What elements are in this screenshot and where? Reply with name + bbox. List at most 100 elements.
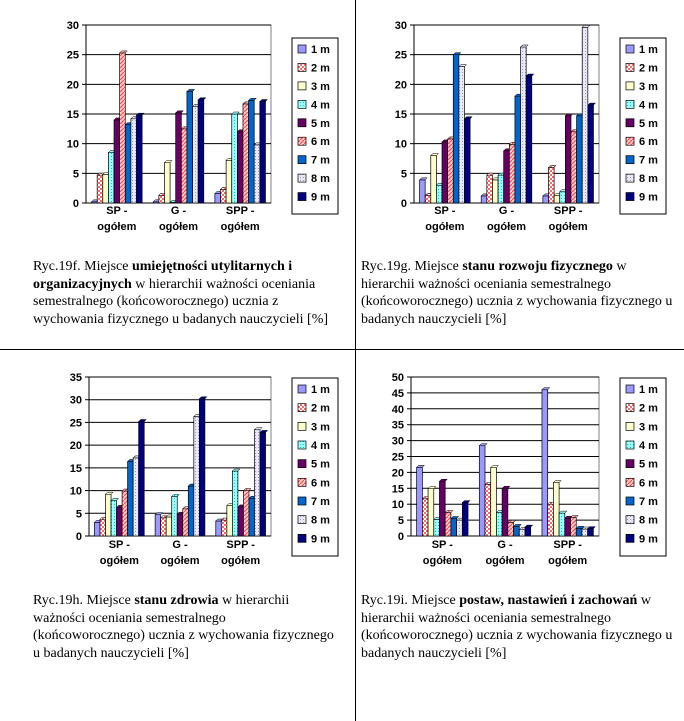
y-tick-label: 20 xyxy=(395,79,407,91)
bar-top xyxy=(259,99,269,102)
x-tick-label: ogółem xyxy=(97,221,136,233)
legend-swatch xyxy=(625,440,635,450)
bar-top xyxy=(110,498,120,501)
bar xyxy=(220,189,227,204)
legend-swatch xyxy=(625,421,635,431)
legend-swatch xyxy=(625,173,635,183)
bar xyxy=(553,194,561,204)
legend-label: 5 m xyxy=(639,118,658,130)
bar xyxy=(419,179,426,204)
y-tick-label: 0 xyxy=(76,531,82,543)
bar xyxy=(237,131,244,204)
bar xyxy=(116,507,123,537)
bar xyxy=(461,502,469,537)
y-tick-label: 25 xyxy=(395,50,407,62)
bar xyxy=(570,517,577,537)
bar-top xyxy=(452,52,462,55)
bar xyxy=(452,54,460,204)
y-tick-label: 0 xyxy=(401,198,407,210)
bar xyxy=(497,174,505,204)
y-tick-label: 10 xyxy=(70,486,82,498)
bar xyxy=(102,174,109,204)
bar xyxy=(237,506,244,537)
y-tick-label: 5 xyxy=(398,515,404,527)
bar xyxy=(478,445,486,537)
bar xyxy=(175,112,182,204)
bar xyxy=(165,516,173,537)
bar-top xyxy=(587,102,597,106)
x-tick-label: ogółem xyxy=(423,555,462,567)
bar-top xyxy=(501,486,511,489)
bar-top xyxy=(458,64,468,67)
bar-top xyxy=(138,419,147,422)
y-tick-label: 0 xyxy=(398,531,404,543)
y-tick-label: 10 xyxy=(395,139,407,151)
bar xyxy=(520,46,527,204)
bar-top xyxy=(104,491,114,495)
bar-top xyxy=(558,510,568,514)
bar-top xyxy=(478,443,488,446)
legend-swatch xyxy=(297,155,307,165)
legend-swatch xyxy=(297,459,307,469)
bar xyxy=(198,398,206,537)
bar-top xyxy=(154,512,164,515)
y-tick-label: 25 xyxy=(70,417,82,429)
bar-top xyxy=(564,113,574,117)
bar xyxy=(547,503,554,537)
x-tick-label: ogółem xyxy=(160,555,199,567)
y-tick-label: 15 xyxy=(392,483,404,495)
bar xyxy=(484,484,492,537)
y-tick-label: 15 xyxy=(67,109,79,121)
bar xyxy=(570,131,577,204)
bar xyxy=(542,195,549,204)
legend-label: 8 m xyxy=(639,173,658,185)
bar-top xyxy=(444,510,454,513)
x-tick-label: ogółem xyxy=(100,555,139,567)
bar-top xyxy=(197,97,207,101)
x-tick-label: SPP - xyxy=(226,205,255,217)
bar xyxy=(182,508,189,537)
chart-0: 0 5 10 15 20 25 30 SP - ogółem G - ogółem SPP - ogół… xyxy=(67,20,339,233)
bar xyxy=(105,493,112,537)
legend-label: 1 m xyxy=(639,44,658,56)
legend-swatch xyxy=(625,384,635,394)
caption-ryc19i: Ryc.19i. Miejsce postaw, nastawień i zac… xyxy=(361,593,673,661)
bar xyxy=(486,174,493,204)
legend-label: 7 m xyxy=(639,155,658,167)
bar xyxy=(503,150,510,204)
bar-top xyxy=(575,526,585,529)
bar xyxy=(565,115,572,204)
bar xyxy=(508,143,516,204)
bar xyxy=(518,529,526,537)
legend-swatch xyxy=(297,533,307,543)
x-tick-label: SPP - xyxy=(553,539,582,551)
vertical-divider xyxy=(355,0,356,721)
bar xyxy=(220,519,228,537)
bar xyxy=(436,184,443,204)
bar xyxy=(186,91,193,204)
x-tick-label: SP - xyxy=(106,205,128,217)
bar xyxy=(197,99,205,204)
bar-top xyxy=(547,165,557,168)
y-tick-label: 5 xyxy=(76,508,82,520)
legend-swatch xyxy=(625,136,635,146)
legend-swatch xyxy=(625,403,635,413)
y-tick-label: 30 xyxy=(395,20,407,32)
bar xyxy=(160,517,167,537)
legend-swatch xyxy=(625,63,635,72)
bar xyxy=(110,500,117,537)
legend-label: 4 m xyxy=(639,440,658,452)
bar xyxy=(421,498,429,537)
legend-swatch xyxy=(625,99,635,109)
legend-swatch xyxy=(625,44,635,54)
bar-top xyxy=(427,486,437,489)
legend-label: 8 m xyxy=(311,173,330,185)
legend-label: 7 m xyxy=(639,496,658,508)
legend-label: 7 m xyxy=(311,155,330,167)
x-tick-label: ogółem xyxy=(221,221,260,233)
x-tick-label: ogółem xyxy=(487,221,526,233)
y-tick-label: 25 xyxy=(392,452,404,464)
legend-label: 4 m xyxy=(311,440,330,452)
bar xyxy=(248,100,255,204)
legend-swatch xyxy=(625,477,635,487)
